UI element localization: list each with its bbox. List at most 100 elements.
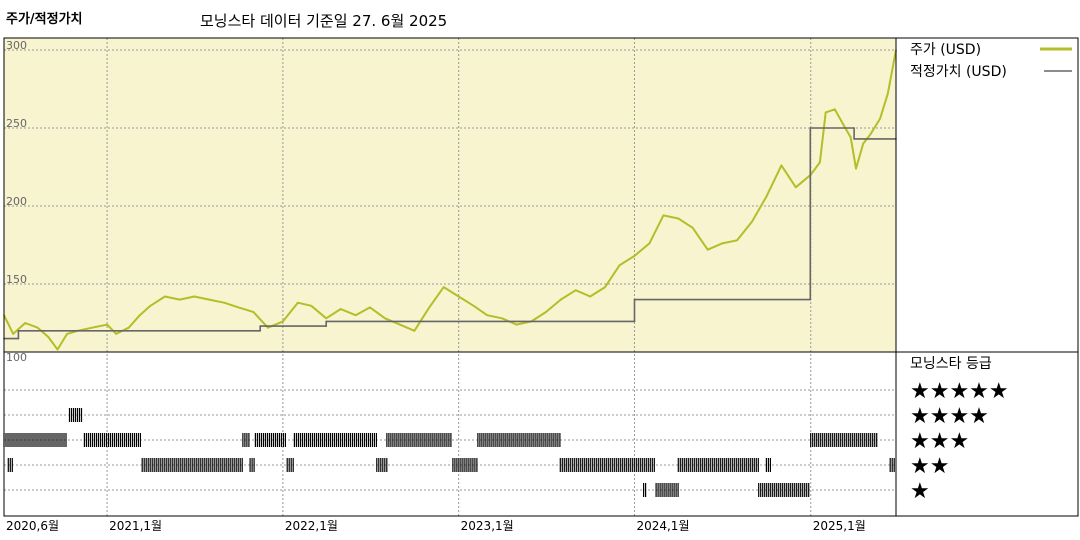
rating-bar	[655, 483, 679, 497]
price-point	[691, 227, 694, 229]
rating-bar	[452, 458, 478, 472]
rating-bar	[293, 433, 377, 447]
price-point	[106, 323, 108, 326]
rating-bar	[7, 458, 13, 472]
price-point	[706, 248, 709, 251]
price-point	[179, 298, 181, 301]
price-point	[545, 311, 547, 313]
price-point	[604, 286, 606, 288]
y-tick-label: 250	[6, 117, 27, 130]
rating-bar	[242, 433, 250, 447]
y-tick-label: 150	[6, 273, 27, 286]
price-point	[325, 317, 328, 320]
price-point	[515, 323, 518, 326]
price-point	[12, 333, 14, 335]
price-point	[721, 242, 723, 245]
fair-value-point	[17, 330, 20, 332]
price-point	[457, 295, 460, 298]
rating-bar	[386, 433, 452, 447]
y-tick-label: 300	[6, 39, 27, 52]
price-point	[780, 164, 783, 167]
price-point	[139, 314, 141, 317]
price-point	[472, 305, 475, 307]
price-point	[339, 308, 342, 310]
price-point	[237, 306, 240, 309]
price-point	[91, 326, 93, 329]
price-point	[834, 108, 836, 111]
price-point	[618, 264, 621, 267]
price-point	[765, 195, 768, 198]
price-point	[282, 320, 284, 323]
price-point	[486, 314, 488, 317]
price-point	[47, 336, 50, 338]
rating-stars-2: ★★	[910, 454, 949, 479]
price-point	[633, 255, 636, 257]
fair-value-point	[809, 127, 812, 129]
price-point	[66, 333, 68, 335]
rating-title: 모닝스타 등급	[910, 356, 992, 372]
price-point	[589, 295, 591, 298]
price-point	[560, 298, 562, 301]
page-subtitle: 모닝스타 데이터 기준일 27. 6월 2025	[200, 12, 448, 30]
rating-bar	[642, 483, 647, 497]
x-tick-label: 2025,1월	[813, 519, 866, 533]
price-point	[267, 326, 269, 329]
price-point	[869, 133, 872, 135]
rating-stars-3: ★★★	[910, 429, 969, 454]
price-point	[127, 326, 130, 329]
price-point	[887, 92, 889, 95]
rating-bar	[286, 458, 294, 472]
legend-label: 적정가치 (USD)	[910, 64, 1007, 80]
fair-value-point	[853, 127, 855, 129]
rating-bar	[68, 408, 83, 422]
price-point	[413, 330, 416, 332]
price-point	[849, 136, 852, 139]
fair-value-point	[809, 298, 812, 301]
x-tick-label: 2024,1월	[636, 519, 689, 533]
price-point	[164, 295, 166, 298]
rating-bar	[477, 433, 561, 447]
fair-value-point	[325, 320, 328, 323]
fair-value-point	[17, 337, 20, 340]
x-tick-label: 2020,6월	[6, 519, 59, 533]
rating-bar	[83, 433, 141, 447]
price-point	[369, 306, 371, 309]
price-point	[648, 242, 651, 245]
rating-bar	[254, 433, 286, 447]
x-tick-label: 2021,1월	[109, 519, 162, 533]
price-point	[855, 167, 857, 170]
rating-stars-5: ★★★★★	[910, 379, 1009, 404]
x-tick-label: 2022,1월	[285, 519, 338, 533]
rating-stars-4: ★★★★	[910, 404, 989, 429]
rating-bar	[677, 458, 759, 472]
fair-value-point	[325, 325, 328, 327]
y-tick-label: 200	[6, 195, 27, 208]
legend-label: 주가 (USD)	[910, 42, 981, 58]
fair-value-point	[633, 320, 636, 323]
price-point	[736, 239, 738, 242]
fair-value-point	[259, 325, 262, 327]
rating-bar	[141, 458, 243, 472]
price-point	[442, 286, 445, 288]
price-point	[574, 289, 577, 292]
rating-bar	[810, 433, 878, 447]
price-point	[115, 333, 117, 335]
price-point	[795, 186, 797, 189]
rating-bar	[559, 458, 655, 472]
price-line	[3, 49, 897, 351]
price-point	[662, 214, 665, 217]
price-point	[399, 323, 401, 326]
price-point	[501, 317, 503, 320]
price-point	[862, 142, 864, 145]
price-point	[36, 326, 39, 329]
price-point	[252, 311, 255, 313]
price-point	[208, 298, 210, 301]
price-point	[384, 317, 386, 320]
price-point	[819, 161, 821, 164]
price-point	[842, 124, 845, 126]
fair-value-point	[853, 138, 855, 140]
price-point	[824, 111, 827, 114]
rating-bar	[249, 458, 255, 472]
chart-frame	[3, 37, 1079, 517]
